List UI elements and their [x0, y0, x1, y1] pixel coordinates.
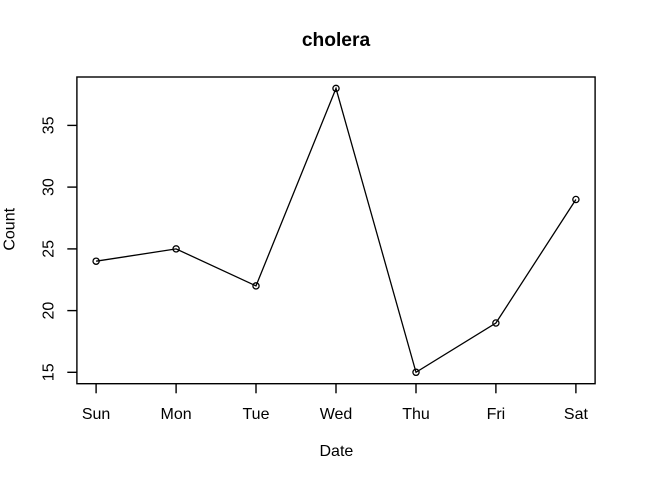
- svg-text:Tue: Tue: [243, 406, 270, 423]
- svg-text:Count: Count: [2, 207, 19, 250]
- svg-text:Sat: Sat: [564, 406, 589, 423]
- svg-text:Fri: Fri: [487, 406, 506, 423]
- svg-text:15: 15: [41, 363, 58, 381]
- svg-text:cholera: cholera: [302, 30, 371, 51]
- svg-text:30: 30: [41, 178, 58, 196]
- svg-text:20: 20: [41, 302, 58, 320]
- svg-text:Date: Date: [320, 443, 354, 460]
- svg-text:Wed: Wed: [320, 406, 353, 423]
- svg-text:35: 35: [41, 116, 58, 134]
- svg-text:25: 25: [41, 240, 58, 258]
- svg-text:Thu: Thu: [402, 406, 430, 423]
- svg-text:Mon: Mon: [161, 406, 192, 423]
- svg-text:Sun: Sun: [82, 406, 110, 423]
